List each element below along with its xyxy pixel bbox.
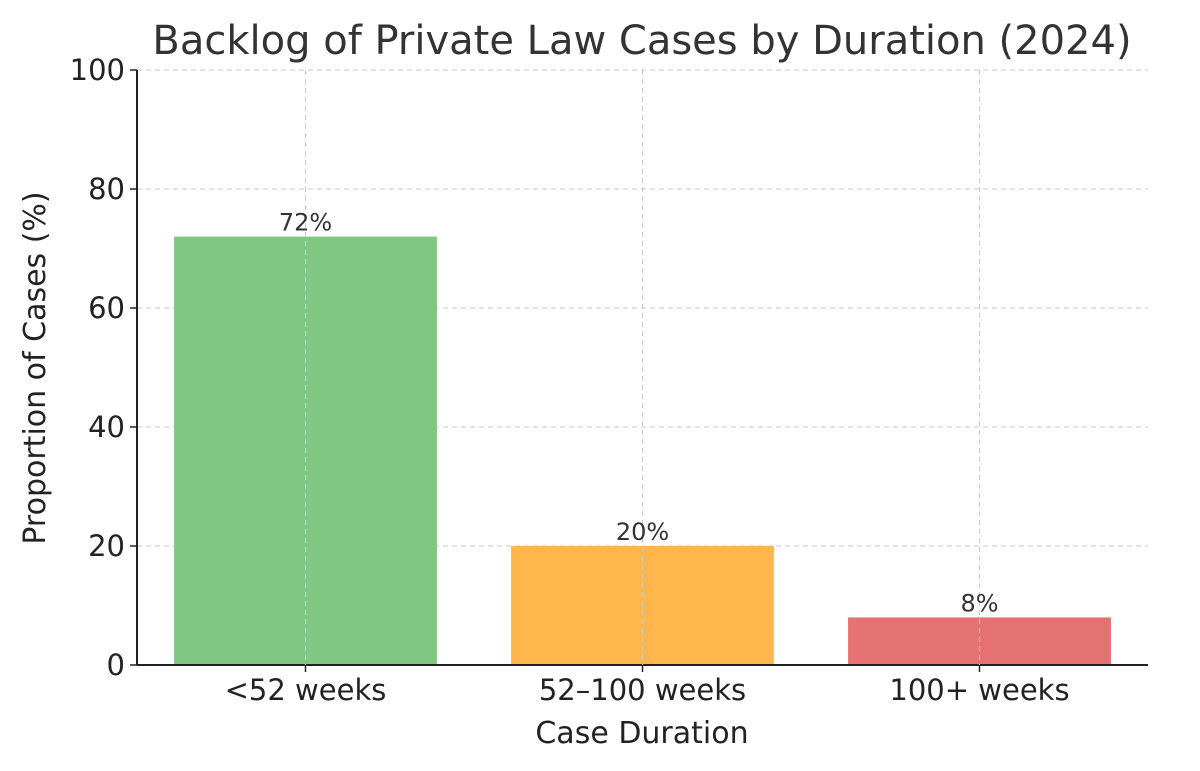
x-tick-label-2: 100+ weeks <box>889 673 1069 707</box>
x-tick-label-0: <52 weeks <box>225 673 387 707</box>
data-label-2: 8% <box>960 589 998 617</box>
data-label-1: 20% <box>616 518 669 546</box>
x-axis-label: Case Duration <box>535 716 748 751</box>
y-tick-label-1: 20 <box>88 529 125 563</box>
x-tick-label-1: 52–100 weeks <box>539 673 746 707</box>
data-labels: 72% 20% 8% <box>279 70 999 665</box>
y-tick-label-0: 0 <box>107 648 125 682</box>
y-axis-label: Proportion of Cases (%) <box>18 191 53 544</box>
tick-labels: 0 20 40 60 80 100 <52 weeks 52–100 weeks 100+ we… <box>70 53 1070 707</box>
y-tick-label-2: 40 <box>88 410 125 444</box>
y-tick-label-4: 80 <box>88 172 125 206</box>
data-label-0: 72% <box>279 209 332 237</box>
y-tick-label-5: 100 <box>70 53 125 87</box>
chart-title: Backlog of Private Law Cases by Duration… <box>152 18 1131 64</box>
y-tick-label-3: 60 <box>88 291 125 325</box>
